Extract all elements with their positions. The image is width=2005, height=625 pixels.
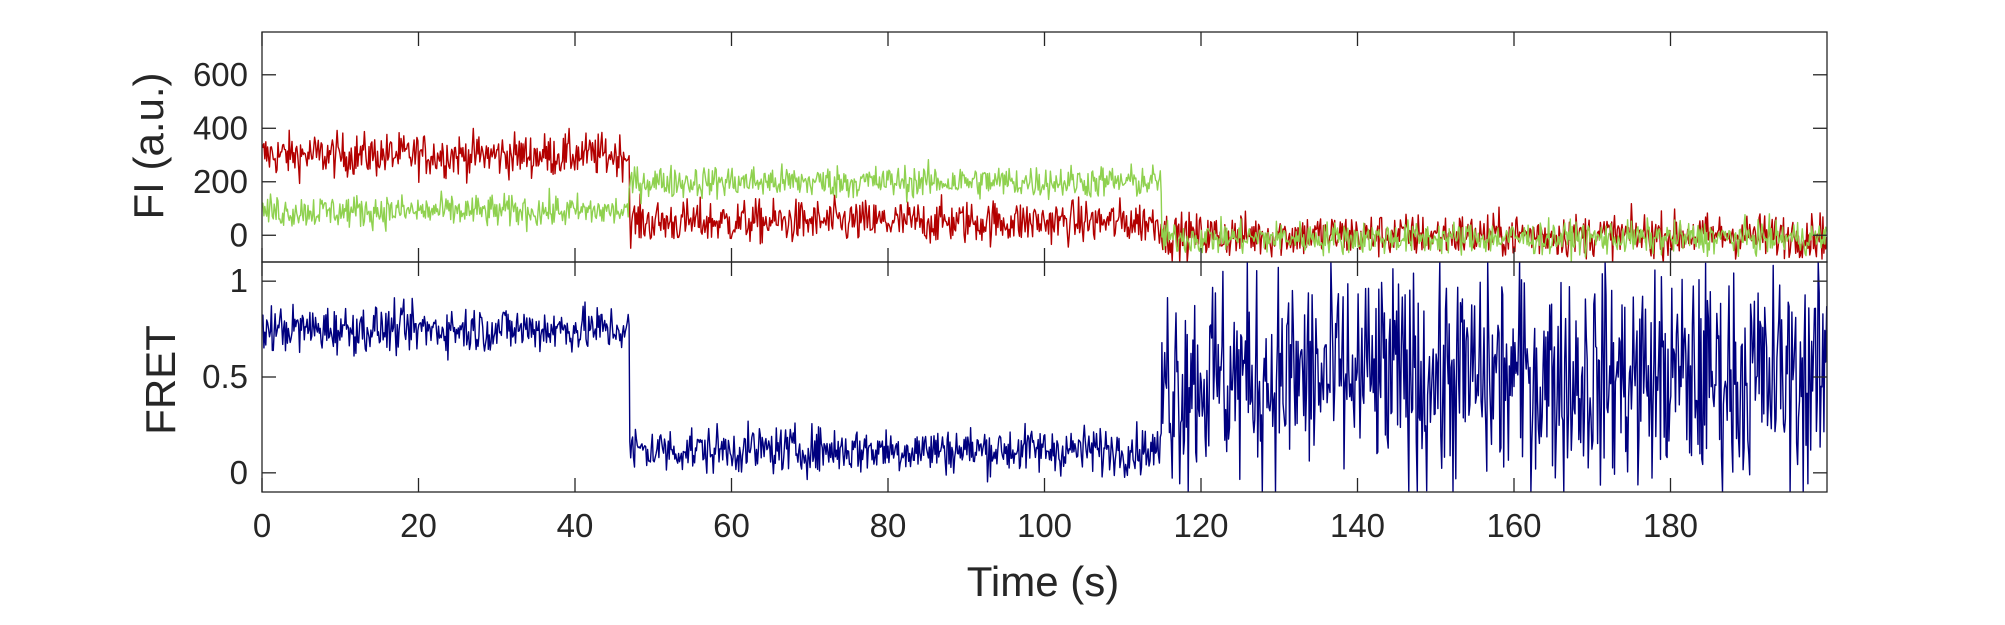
fret-y-axis-label: FRET [137, 325, 184, 435]
fluorescence-traces [262, 127, 1827, 262]
fret-efficiency-panel: 0 0.5 1 0 20 40 60 80 100 120 140 160 180 FRET Time … [137, 261, 1828, 605]
fluorescence-ytick-label: 200 [193, 163, 248, 200]
fret-axes-box [261, 261, 1828, 493]
time-xtick-label: 60 [713, 507, 750, 544]
time-xtick-label: 100 [1017, 507, 1072, 544]
fluorescence-ytick-label: 600 [193, 56, 248, 93]
time-x-axis-label: Time (s) [967, 558, 1119, 605]
fluorescence-trace-1 [262, 158, 1827, 262]
fret-traces [262, 262, 1827, 492]
time-xtick-label: 140 [1330, 507, 1385, 544]
fluorescence-ytick-label: 0 [230, 216, 248, 253]
fluorescence-trace-0 [262, 127, 1827, 262]
time-xtick-label: 80 [870, 507, 907, 544]
fluorescence-intensity-panel: 0 200 400 600 FI (a.u.) [125, 31, 1828, 263]
fluorescence-axes-box [261, 31, 1828, 263]
fret-ytick-label: 0.5 [202, 358, 248, 395]
fret-ytick-label: 0 [230, 454, 248, 491]
time-xtick-label: 20 [400, 507, 437, 544]
fret-trace-0 [262, 262, 1827, 492]
fret-axes: 0 0.5 1 0 20 40 60 80 100 120 140 160 180 [202, 261, 1828, 544]
time-xtick-label: 0 [253, 507, 271, 544]
fluorescence-y-axis-label: FI (a.u.) [125, 72, 172, 219]
fret-ytick-label: 1 [230, 262, 248, 299]
time-xtick-label: 120 [1173, 507, 1228, 544]
fluorescence-ytick-label: 400 [193, 109, 248, 146]
time-xtick-label: 180 [1643, 507, 1698, 544]
time-xtick-label: 160 [1486, 507, 1541, 544]
time-xtick-label: 40 [557, 507, 594, 544]
